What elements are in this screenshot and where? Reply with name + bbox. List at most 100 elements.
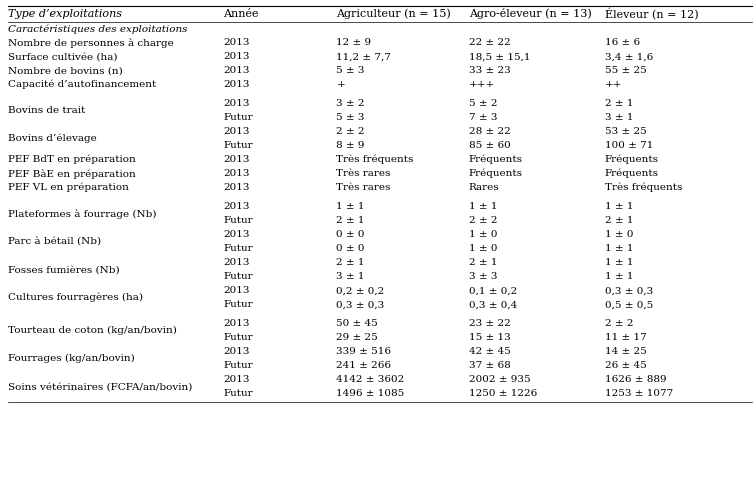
Text: Agriculteur (n = 15): Agriculteur (n = 15) [336,8,451,19]
Text: Très rares: Très rares [336,169,391,178]
Text: 33 ± 23: 33 ± 23 [469,66,510,75]
Text: 1 ± 1: 1 ± 1 [605,258,634,267]
Text: Fosses fumières (Nb): Fosses fumières (Nb) [8,265,119,274]
Text: 2 ± 2: 2 ± 2 [469,216,497,225]
Text: Fourrages (kg/an/bovin): Fourrages (kg/an/bovin) [8,354,135,363]
Text: 15 ± 13: 15 ± 13 [469,333,510,342]
Text: Très fréquents: Très fréquents [605,183,682,193]
Text: Parc à bétail (Nb): Parc à bétail (Nb) [8,237,101,247]
Text: 2013: 2013 [223,258,249,267]
Text: 23 ± 22: 23 ± 22 [469,319,510,328]
Text: 0,5 ± 0,5: 0,5 ± 0,5 [605,300,653,309]
Text: +: + [336,80,345,89]
Text: 3 ± 2: 3 ± 2 [336,99,365,108]
Text: 1250 ± 1226: 1250 ± 1226 [469,389,537,398]
Text: Bovins de trait: Bovins de trait [8,106,85,115]
Text: PEF VL en préparation: PEF VL en préparation [8,183,129,193]
Text: 1 ± 0: 1 ± 0 [469,230,497,239]
Text: 2013: 2013 [223,52,249,61]
Text: Bovins d’élevage: Bovins d’élevage [8,134,96,143]
Text: 2013: 2013 [223,202,249,211]
Text: Soins vétérinaires (FCFA/an/bovin): Soins vétérinaires (FCFA/an/bovin) [8,382,192,391]
Text: 100 ± 71: 100 ± 71 [605,141,653,150]
Text: 2013: 2013 [223,347,249,356]
Text: +++: +++ [469,80,495,89]
Text: 2013: 2013 [223,127,249,136]
Text: 4142 ± 3602: 4142 ± 3602 [336,375,404,384]
Text: 241 ± 266: 241 ± 266 [336,361,392,370]
Text: Capacité d’autofinancement: Capacité d’autofinancement [8,80,156,89]
Text: Fréquents: Fréquents [469,169,522,179]
Text: 1626 ± 889: 1626 ± 889 [605,375,667,384]
Text: 8 ± 9: 8 ± 9 [336,141,365,150]
Text: 22 ± 22: 22 ± 22 [469,38,510,47]
Text: 2013: 2013 [223,38,249,47]
Text: 0 ± 0: 0 ± 0 [336,244,365,253]
Text: Fréquents: Fréquents [469,155,522,165]
Text: 7 ± 3: 7 ± 3 [469,113,497,122]
Text: 37 ± 68: 37 ± 68 [469,361,510,370]
Text: 28 ± 22: 28 ± 22 [469,127,510,136]
Text: Futur: Futur [223,272,253,281]
Text: 0,3 ± 0,3: 0,3 ± 0,3 [336,300,385,309]
Text: 2 ± 1: 2 ± 1 [605,216,634,225]
Text: 0,2 ± 0,2: 0,2 ± 0,2 [336,286,385,295]
Text: 3 ± 3: 3 ± 3 [469,272,497,281]
Text: 42 ± 45: 42 ± 45 [469,347,510,356]
Text: Très rares: Très rares [336,183,391,192]
Text: PEF BàE en préparation: PEF BàE en préparation [8,169,135,179]
Text: 1 ± 0: 1 ± 0 [469,244,497,253]
Text: 1 ± 1: 1 ± 1 [336,202,365,211]
Text: Futur: Futur [223,333,253,342]
Text: Nombre de personnes à charge: Nombre de personnes à charge [8,38,173,47]
Text: 1 ± 1: 1 ± 1 [469,202,497,211]
Text: 18,5 ± 15,1: 18,5 ± 15,1 [469,52,530,61]
Text: 1 ± 1: 1 ± 1 [605,244,634,253]
Text: Futur: Futur [223,216,253,225]
Text: Futur: Futur [223,300,253,309]
Text: 11,2 ± 7,7: 11,2 ± 7,7 [336,52,392,61]
Text: 2013: 2013 [223,169,249,178]
Text: 5 ± 3: 5 ± 3 [336,66,365,75]
Text: 2 ± 1: 2 ± 1 [336,216,365,225]
Text: 2 ± 1: 2 ± 1 [605,99,634,108]
Text: Futur: Futur [223,113,253,122]
Text: 339 ± 516: 339 ± 516 [336,347,392,356]
Text: Plateformes à fourrage (Nb): Plateformes à fourrage (Nb) [8,209,156,219]
Text: 2013: 2013 [223,80,249,89]
Text: 1496 ± 1085: 1496 ± 1085 [336,389,404,398]
Text: 1 ± 1: 1 ± 1 [605,272,634,281]
Text: 2013: 2013 [223,230,249,239]
Text: 2013: 2013 [223,375,249,384]
Text: 0 ± 0: 0 ± 0 [336,230,365,239]
Text: Futur: Futur [223,389,253,398]
Text: Cultures fourragères (ha): Cultures fourragères (ha) [8,293,143,302]
Text: 2013: 2013 [223,66,249,75]
Text: 2 ± 1: 2 ± 1 [336,258,365,267]
Text: Futur: Futur [223,361,253,370]
Text: Futur: Futur [223,141,253,150]
Text: 2 ± 1: 2 ± 1 [469,258,497,267]
Text: Futur: Futur [223,244,253,253]
Text: Éleveur (n = 12): Éleveur (n = 12) [605,8,699,20]
Text: 26 ± 45: 26 ± 45 [605,361,646,370]
Text: 1253 ± 1077: 1253 ± 1077 [605,389,673,398]
Text: 2013: 2013 [223,286,249,295]
Text: Surface cultivée (ha): Surface cultivée (ha) [8,52,117,61]
Text: 0,3 ± 0,4: 0,3 ± 0,4 [469,300,517,309]
Text: Nombre de bovins (n): Nombre de bovins (n) [8,66,122,75]
Text: Année: Année [223,9,259,19]
Text: Agro-éleveur (n = 13): Agro-éleveur (n = 13) [469,8,591,19]
Text: 2013: 2013 [223,155,249,164]
Text: 0,3 ± 0,3: 0,3 ± 0,3 [605,286,653,295]
Text: 50 ± 45: 50 ± 45 [336,319,378,328]
Text: Fréquents: Fréquents [605,169,658,179]
Text: 1 ± 0: 1 ± 0 [605,230,634,239]
Text: 16 ± 6: 16 ± 6 [605,38,640,47]
Text: 2 ± 2: 2 ± 2 [605,319,634,328]
Text: Fréquents: Fréquents [605,155,658,165]
Text: Type d’exploitations: Type d’exploitations [8,9,122,19]
Text: 85 ± 60: 85 ± 60 [469,141,510,150]
Text: 2002 ± 935: 2002 ± 935 [469,375,531,384]
Text: 2013: 2013 [223,319,249,328]
